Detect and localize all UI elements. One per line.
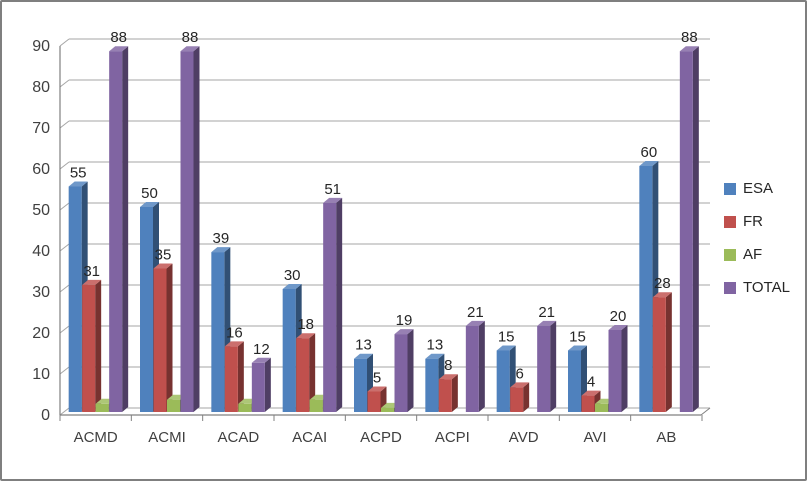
gridline-elbow-0	[59, 407, 70, 416]
y-axis-tick-label: 20	[32, 325, 50, 342]
gridline-elbow-60	[59, 161, 70, 170]
y-axis-tick-label: 90	[32, 38, 50, 55]
gridline-elbow-20	[59, 325, 70, 334]
x-category-label-avi: AVI	[583, 429, 606, 446]
x-category-label-acmd: ACMD	[74, 429, 118, 446]
data-label: 51	[324, 181, 341, 198]
y-axis-tick-label: 60	[32, 161, 50, 178]
legend-label-fr: FR	[743, 213, 763, 230]
legend-item-esa[interactable]: ESA	[724, 172, 790, 205]
gridline-elbow-90	[59, 38, 70, 47]
data-label: 35	[155, 247, 172, 264]
gridline-elbow-30	[59, 284, 70, 293]
data-label: 19	[396, 312, 413, 329]
bar-fr-acmd[interactable]	[82, 279, 102, 412]
bar-fr-acmi[interactable]	[153, 263, 173, 413]
data-label: 6	[515, 365, 523, 382]
data-label: 13	[426, 337, 443, 354]
data-label: 13	[355, 337, 372, 354]
x-category-label-acad: ACAD	[217, 429, 259, 446]
data-label: 16	[226, 324, 243, 341]
legend-item-total[interactable]: TOTAL	[724, 271, 790, 304]
bar-total-acpi[interactable]	[465, 320, 485, 412]
bar-total-acad[interactable]	[251, 357, 271, 412]
bar-total-acai[interactable]	[323, 197, 343, 412]
data-label: 8	[444, 357, 452, 374]
bar-fr-acai[interactable]	[296, 333, 316, 412]
y-axis-tick-label: 80	[32, 79, 50, 96]
gridline-elbow-50	[59, 202, 70, 211]
bar-fr-avd[interactable]	[510, 382, 530, 412]
bar-total-ab[interactable]	[679, 46, 699, 412]
floor-right-edge	[700, 407, 711, 416]
data-label: 21	[538, 304, 555, 321]
x-category-label-acmi: ACMI	[148, 429, 186, 446]
data-label: 4	[587, 374, 595, 391]
data-label: 88	[681, 29, 698, 46]
data-label: 21	[467, 304, 484, 321]
bar-total-acmd[interactable]	[109, 46, 129, 412]
y-axis-tick-label: 0	[41, 407, 50, 424]
data-label: 18	[297, 316, 314, 333]
legend-swatch-fr	[724, 215, 736, 228]
x-category-label-acai: ACAI	[292, 429, 327, 446]
x-category-label-avd: AVD	[509, 429, 539, 446]
bar-fr-avi[interactable]	[581, 390, 601, 412]
y-axis-tick-label: 30	[32, 284, 50, 301]
y-axis-tick-label: 70	[32, 120, 50, 137]
gridline-elbow-10	[59, 366, 70, 375]
data-label: 28	[654, 275, 671, 292]
legend-swatch-total	[724, 281, 736, 294]
y-axis-tick-label: 40	[32, 243, 50, 260]
legend-item-af[interactable]: AF	[724, 238, 790, 271]
data-label: 55	[70, 165, 87, 182]
bar-total-avi[interactable]	[608, 325, 628, 412]
data-label: 20	[610, 308, 627, 325]
bar-total-avd[interactable]	[537, 320, 557, 412]
legend-label-esa: ESA	[743, 180, 774, 197]
gridline-elbow-40	[59, 243, 70, 252]
bar-total-acmi[interactable]	[180, 46, 200, 412]
gridline-elbow-80	[59, 79, 70, 88]
data-label: 12	[253, 341, 270, 358]
legend-swatch-af	[724, 248, 736, 261]
gridline-elbow-70	[59, 120, 70, 129]
y-axis-tick-label: 10	[32, 366, 50, 383]
data-label: 88	[182, 29, 199, 46]
x-category-label-ab: AB	[656, 429, 676, 446]
data-label: 5	[373, 370, 381, 387]
data-label: 15	[498, 329, 515, 346]
legend-swatch-esa	[724, 182, 736, 195]
x-category-label-acpi: ACPI	[435, 429, 470, 446]
bar-fr-ab[interactable]	[652, 292, 672, 412]
data-label: 88	[110, 29, 127, 46]
data-label: 50	[141, 185, 158, 202]
data-label: 31	[83, 263, 100, 280]
data-label: 15	[569, 329, 586, 346]
bar-fr-acpi[interactable]	[438, 374, 458, 412]
legend-label-af: AF	[743, 246, 763, 263]
bar-total-acpd[interactable]	[394, 329, 414, 412]
y-axis-tick-label: 50	[32, 202, 50, 219]
data-label: 39	[212, 230, 229, 247]
legend-label-total: TOTAL	[743, 279, 790, 296]
bar-fr-acad[interactable]	[224, 341, 244, 412]
data-label: 30	[284, 267, 301, 284]
x-category-label-acpd: ACPD	[360, 429, 402, 446]
chart-legend: ESA FR AF TOTAL	[724, 172, 790, 304]
legend-item-fr[interactable]: FR	[724, 205, 790, 238]
data-label: 60	[640, 144, 657, 161]
